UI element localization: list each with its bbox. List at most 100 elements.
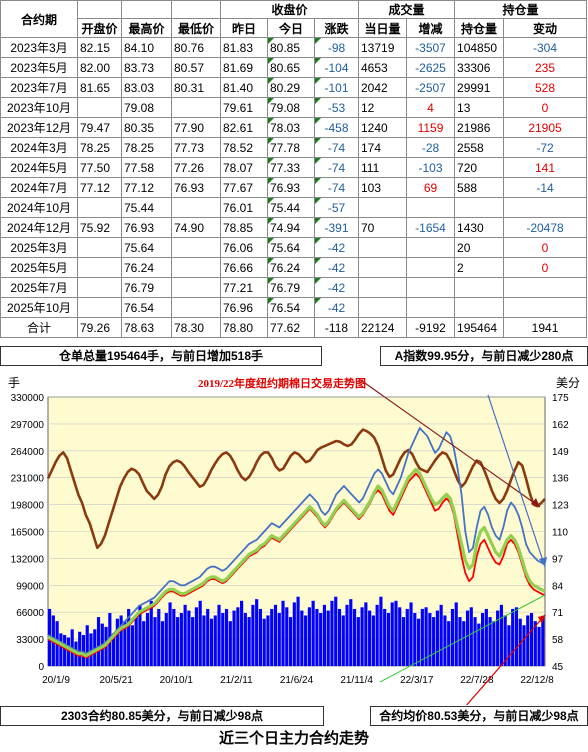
value-cell: 76.93 [267, 177, 315, 198]
value-cell: -9192 [405, 317, 456, 338]
contract-2303-info: 2303合约80.85美分，与前日减少98点 [0, 706, 324, 726]
value-cell: 79.08 [121, 97, 172, 118]
header-sub-8: 持仓量 [454, 18, 505, 38]
left-tick-label: 66000 [16, 608, 44, 619]
value-cell [77, 97, 122, 118]
left-tick-label: 132000 [11, 554, 45, 565]
value-cell: -42 [314, 257, 359, 278]
volume-bar [394, 600, 398, 666]
value-cell: 81.83 [220, 37, 268, 58]
volume-bar [198, 600, 202, 666]
volume-bar [262, 618, 266, 666]
volume-bar [522, 625, 526, 666]
volume-bar [277, 613, 281, 666]
header-sub-9: 变动 [503, 18, 588, 38]
volume-bar [439, 604, 443, 666]
x-tick-label: 21/2/11 [220, 675, 253, 686]
value-cell: 74.94 [267, 217, 315, 238]
table-row: 2025年5月 76.24 76.66 76.24 -42 2 0 [0, 257, 588, 278]
volume-bar [119, 615, 123, 666]
value-cell: 75.92 [77, 217, 122, 238]
value-cell: 76.06 [220, 237, 268, 258]
left-tick-label: 99000 [16, 581, 44, 592]
volume-bar [194, 607, 199, 666]
value-cell: 80.31 [171, 77, 221, 98]
table-row: 2025年7月 76.79 77.21 76.79 -42 [0, 277, 588, 298]
right-tick-label: 58 [552, 635, 564, 646]
volume-bar [375, 604, 379, 666]
contract-cell: 2024年12月 [0, 217, 78, 238]
value-cell [77, 297, 122, 318]
value-cell: 78.30 [171, 317, 221, 338]
left-tick-label: 33000 [16, 635, 44, 646]
volume-bar [401, 617, 406, 666]
volume-bar [511, 608, 515, 666]
volume-bar [59, 633, 63, 666]
value-cell: 76.79 [121, 277, 172, 298]
value-cell: 20 [454, 237, 505, 258]
value-cell: -74 [314, 157, 359, 178]
table-row: 2025年3月 75.64 76.06 75.64 -42 20 0 [0, 237, 588, 258]
value-cell: 76.24 [267, 257, 315, 278]
value-cell: -20478 [503, 217, 588, 238]
value-cell: 77.12 [77, 177, 122, 198]
value-cell: 75.44 [267, 197, 315, 218]
value-cell: 81.40 [220, 77, 268, 98]
value-cell: 78.03 [267, 117, 315, 138]
volume-bar [364, 602, 368, 666]
volume-bar [311, 600, 315, 666]
value-cell: 81.69 [220, 57, 268, 78]
header-sub-6: 当日量 [358, 18, 407, 38]
volume-bar [273, 604, 278, 666]
volume-bar [330, 600, 334, 666]
value-cell: 84.10 [121, 37, 172, 58]
value-cell [358, 197, 407, 218]
value-cell: -98 [314, 37, 359, 58]
volume-bar [285, 607, 289, 666]
value-cell: 80.76 [171, 37, 221, 58]
value-cell [405, 277, 456, 298]
volume-bar [518, 618, 522, 666]
series-line [47, 467, 546, 658]
contract-cell: 2024年5月 [0, 157, 78, 178]
series-line [46, 428, 546, 550]
volume-bar [243, 613, 247, 666]
volume-bar [432, 617, 436, 666]
value-cell: 75.64 [121, 237, 172, 258]
volume-bar [93, 629, 97, 666]
value-cell: 75.44 [121, 197, 172, 218]
value-cell [171, 257, 221, 278]
value-cell: 76.01 [220, 197, 268, 218]
volume-bar [368, 610, 372, 666]
header-sub-5: 涨跌 [314, 18, 359, 38]
value-cell: -72 [503, 137, 588, 158]
table-row: 2024年12月 75.92 76.93 74.90 78.85 74.94 -391 70-… [0, 217, 588, 238]
right-tick-label: 45 [552, 662, 564, 673]
value-cell [171, 97, 221, 118]
value-cell: 720 [454, 157, 505, 178]
volume-bar [319, 613, 323, 666]
contract-cell: 2023年7月 [0, 77, 78, 98]
value-cell: 82.15 [77, 37, 122, 58]
value-cell: 1941 [503, 317, 588, 338]
value-cell: 588 [454, 177, 505, 198]
volume-bar [176, 617, 180, 666]
volume-bar [258, 608, 263, 666]
value-cell: 22124 [358, 317, 407, 338]
volume-bar [168, 602, 172, 666]
value-cell [77, 277, 122, 298]
volume-bar [115, 618, 119, 666]
table-row: 2025年10月 76.54 76.96 76.54 -42 [0, 297, 588, 318]
contract-cell: 2023年10月 [0, 97, 78, 118]
volume-bar [405, 608, 409, 666]
value-cell: 81.65 [77, 77, 122, 98]
volume-bar [130, 625, 134, 666]
volume-bar [492, 621, 496, 666]
value-cell: 76.66 [220, 257, 268, 278]
contract-cell: 2025年10月 [0, 297, 78, 318]
x-tick-label: 20/5/21 [99, 675, 133, 686]
volume-bar [292, 602, 296, 666]
volume-bar [454, 602, 458, 666]
volume-bar [78, 631, 82, 666]
value-cell: 2558 [454, 137, 505, 158]
